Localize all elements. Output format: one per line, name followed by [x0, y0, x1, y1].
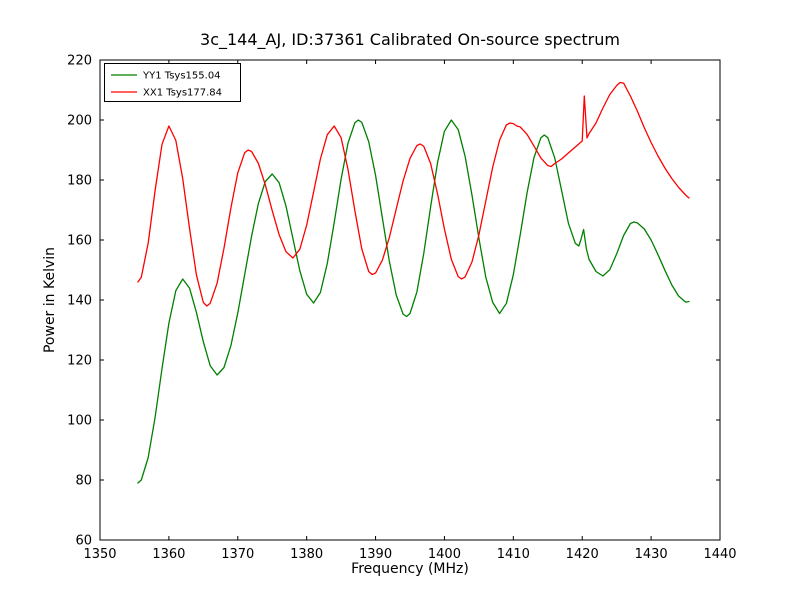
- plot-layer: 1350 1360 1370 1380 1390 1400 1410 1420 1430 1440…: [67, 54, 736, 563]
- series-line-xx1: [137, 81, 690, 307]
- y-tick-label: 200: [67, 114, 92, 129]
- x-tick-label: 1430: [635, 547, 668, 562]
- x-tick-label: 1380: [290, 547, 323, 562]
- y-tick-label: 220: [67, 54, 92, 69]
- x-tick-label: 1390: [359, 547, 392, 562]
- x-tick-label: 1410: [497, 547, 530, 562]
- y-tick-label: 120: [67, 354, 92, 369]
- series-line-yy1: [137, 119, 690, 484]
- y-tick-label: 160: [67, 234, 92, 249]
- legend-box: [104, 63, 241, 102]
- legend: YY1 Tsys155.04 XX1 Tsys177.84: [104, 63, 241, 102]
- y-tick-label: 180: [67, 174, 92, 189]
- x-axis-label: Frequency (MHz): [351, 561, 469, 577]
- x-tick-label: 1370: [221, 547, 254, 562]
- x-tick-label: 1420: [566, 547, 599, 562]
- chart-title: 3c_144_AJ, ID:37361 Calibrated On-source…: [200, 30, 620, 50]
- y-axis-label: Power in Kelvin: [42, 247, 58, 353]
- y-tick-label: 140: [67, 294, 92, 309]
- x-tick-label: 1360: [152, 547, 185, 562]
- legend-label-xx1: XX1 Tsys177.84: [143, 88, 222, 99]
- y-tick-label: 100: [67, 414, 92, 429]
- y-tick-label: 80: [75, 474, 92, 489]
- x-tick-label: 1440: [703, 547, 736, 562]
- x-tick-label: 1350: [83, 547, 116, 562]
- legend-label-yy1: YY1 Tsys155.04: [142, 71, 221, 82]
- x-tick-label: 1400: [428, 547, 461, 562]
- y-tick-label: 60: [75, 534, 92, 549]
